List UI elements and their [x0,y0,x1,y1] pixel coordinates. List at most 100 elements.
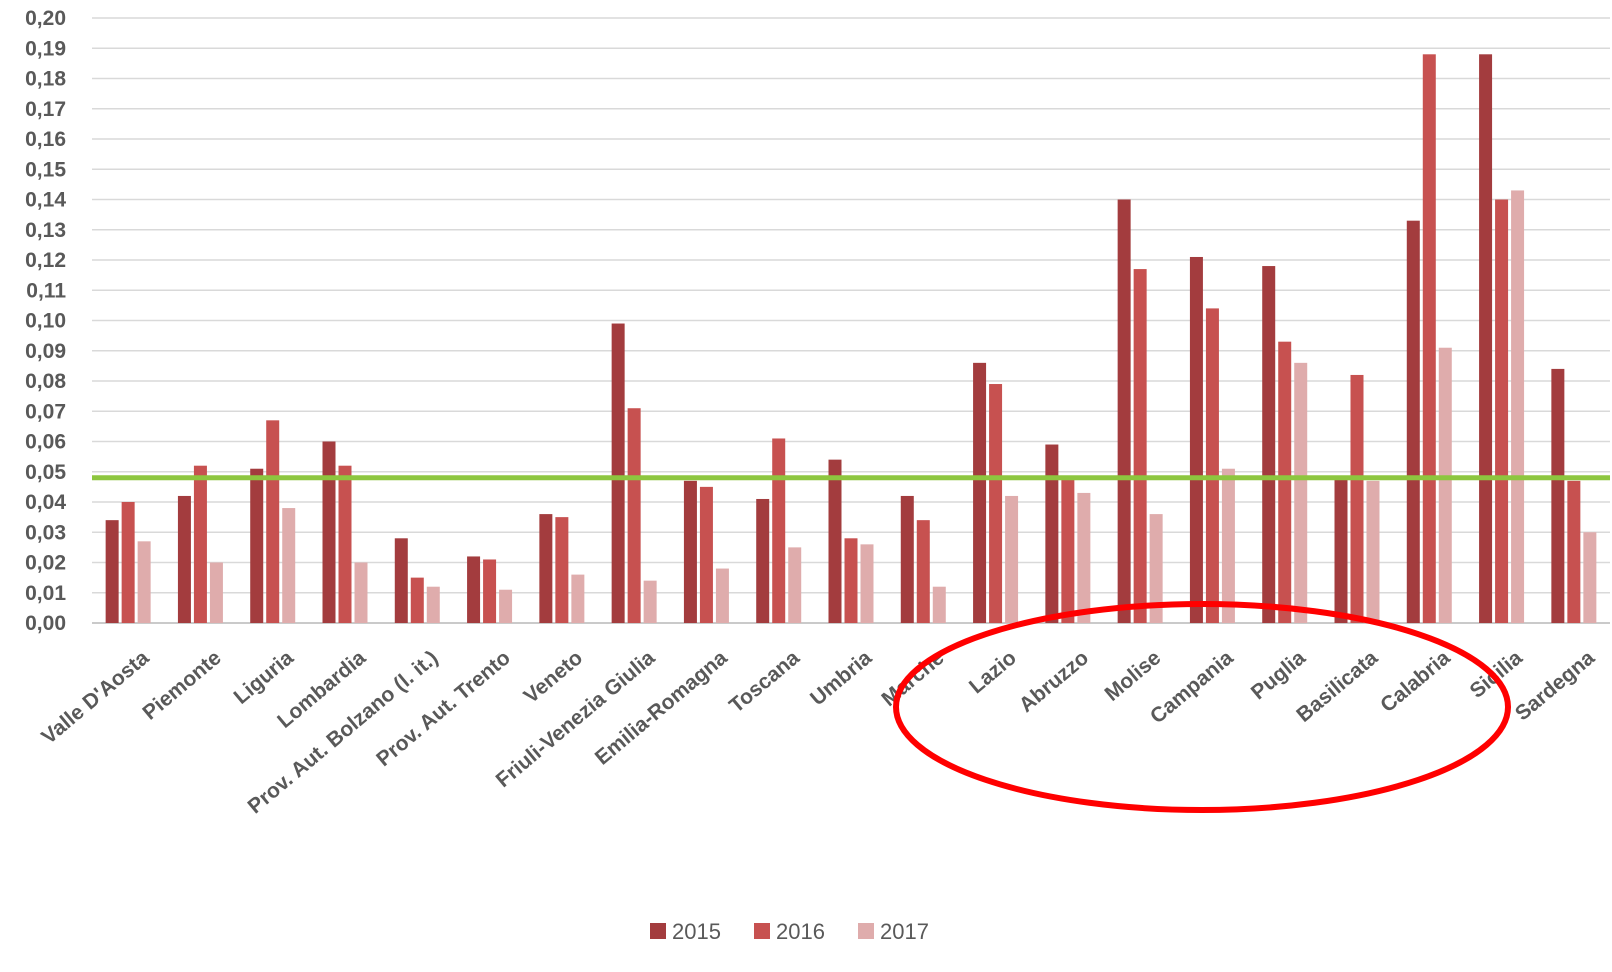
bar-2016 [483,559,497,623]
legend-swatch-2017 [858,923,874,939]
bar-2017 [1583,532,1597,623]
y-tick-label: 0,16 [25,128,66,151]
bar-2015 [900,495,914,623]
y-tick-label: 0,00 [25,612,66,635]
bar-2015 [105,520,119,623]
bar-2017 [715,568,729,623]
bar-2017 [426,586,440,623]
bar-2017 [1221,468,1235,623]
bar-2016 [1422,54,1436,624]
bar-2017 [1077,492,1091,623]
bar-2017 [137,541,151,623]
bar-2015 [1189,256,1203,623]
bar-2016 [1061,477,1075,623]
bar-2015 [611,323,625,623]
x-tick-label: Basilicata [1292,646,1382,727]
x-tick-label: Prov. Aut. Trento [372,646,515,771]
x-tick-label: Piemonte [138,646,225,724]
bar-2017 [1149,514,1163,623]
bar-2016 [121,502,135,623]
bar-2015 [683,480,697,623]
x-tick-label: Puglia [1247,646,1310,704]
bar-2017 [932,586,946,623]
bar-2016 [699,486,713,623]
bar-2015 [1045,444,1059,623]
y-axis-ticks: 0,00 0,01 0,02 0,03 0,04 0,05 0,06 0,07 0,08 0,09… [25,7,66,635]
y-tick-label: 0,02 [25,552,66,575]
bar-2016 [1350,374,1364,623]
bar-2015 [828,459,842,623]
y-tick-label: 0,20 [25,7,66,30]
bar-2016 [1278,341,1292,623]
bar-2016 [555,517,569,623]
y-tick-label: 0,19 [25,37,66,60]
bar-2016 [1133,269,1147,623]
bar-2017 [354,562,368,623]
bar-2016 [266,420,280,623]
x-tick-label: Veneto [520,646,588,708]
legend-label: 2015 [672,919,721,944]
bar-2015 [1117,199,1131,623]
y-tick-label: 0,10 [25,310,66,333]
y-tick-label: 0,09 [25,340,66,363]
y-tick-label: 0,06 [25,431,66,454]
bar-2017 [860,544,874,623]
y-tick-label: 0,03 [25,521,66,544]
bar-2017 [1366,480,1380,623]
bar-2016 [338,465,352,623]
x-tick-label: Abruzzo [1015,646,1093,717]
bar-2016 [772,438,786,623]
legend-label: 2017 [880,919,929,944]
bar-2015 [756,498,770,623]
bar-2015 [973,362,987,623]
bar-2015 [394,538,408,623]
x-tick-label: Umbria [806,646,876,710]
y-tick-label: 0,11 [26,279,66,302]
bar-2015 [467,556,481,623]
bar-2017 [1511,190,1525,624]
bar-2015 [1262,266,1276,623]
y-tick-label: 0,15 [25,158,66,181]
x-tick-label: Liguria [230,646,299,709]
bar-2015 [1406,220,1420,624]
x-tick-label: Calabria [1376,646,1455,717]
y-tick-label: 0,18 [25,68,66,91]
bar-2015 [177,495,191,623]
bar-2016 [193,465,207,623]
y-tick-label: 0,01 [25,582,66,605]
bar-2016 [410,577,424,623]
bar-2017 [1294,362,1308,623]
bar-2015 [1479,54,1493,624]
bar-2017 [788,547,802,623]
y-tick-label: 0,05 [25,461,66,484]
bar-2015 [1551,368,1565,623]
annotation-layer [893,601,1511,813]
legend-label: 2016 [776,919,825,944]
x-tick-label: Emilia-Romagna [591,646,732,770]
bar-2017 [1005,495,1019,623]
x-tick-label: Sardegna [1511,646,1599,725]
bar-2015 [1334,477,1348,623]
x-tick-label: Valle D'Aosta [37,646,153,749]
x-tick-label: Lazio [965,646,1021,698]
bar-2017 [1438,347,1452,623]
y-tick-label: 0,12 [25,249,66,272]
bar-2015 [322,441,336,623]
bars [105,54,1597,624]
legend-swatch-2015 [650,923,666,939]
bar-2015 [250,468,264,623]
y-tick-label: 0,08 [25,370,66,393]
y-tick-label: 0,13 [25,219,66,242]
bar-2015 [539,514,553,623]
bar-2017 [499,589,513,623]
bar-2016 [916,520,930,623]
bar-2016 [844,538,858,623]
highlight-ellipse [893,601,1511,813]
bar-2016 [1567,480,1581,623]
bar-2017 [209,562,223,623]
y-tick-label: 0,07 [25,400,66,423]
bar-2016 [1205,308,1219,623]
y-tick-label: 0,17 [25,98,66,121]
y-tick-label: 0,14 [25,189,66,212]
